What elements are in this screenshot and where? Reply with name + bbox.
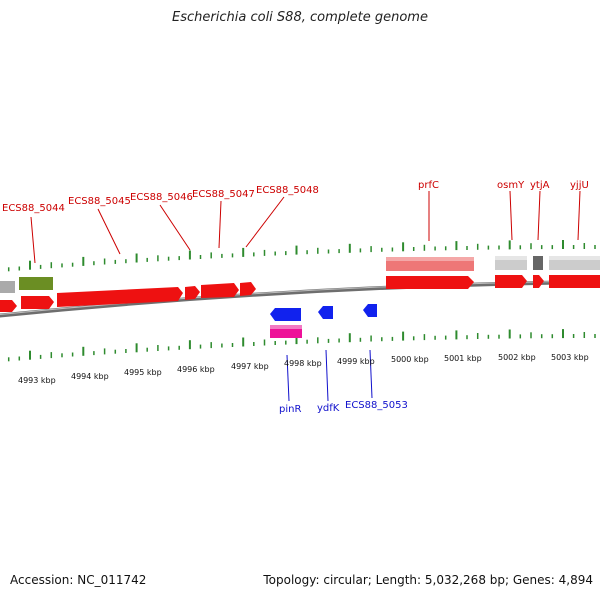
leader-line-ydfk: [325, 349, 329, 402]
feature-cds-ydfk[interactable]: [318, 306, 333, 319]
scale-label-4998: 4998 kbp: [284, 359, 322, 368]
scale-label-5002: 5002 kbp: [498, 353, 536, 362]
gene-label-yjju[interactable]: yjjU: [570, 180, 589, 191]
scale-label-4996: 4996 kbp: [177, 365, 215, 374]
accession-text: Accession: NC_011742: [10, 573, 147, 587]
gene-label-ecs88-5053[interactable]: ECS88_5053: [345, 400, 408, 411]
gene-label-ecs88-5044[interactable]: ECS88_5044: [2, 203, 65, 214]
genome-summary-text: Topology: circular; Length: 5,032,268 bp…: [263, 573, 593, 587]
feature-cds-osmy[interactable]: [495, 275, 527, 288]
feature-cds-pinr[interactable]: [270, 308, 301, 321]
leader-line-ecs88-5048: [245, 196, 285, 248]
scale-label-5001: 5001 kbp: [444, 354, 482, 363]
feature-cds-yjju[interactable]: [549, 275, 600, 288]
gene-label-ecs88-5045[interactable]: ECS88_5045: [68, 196, 131, 207]
leader-line-ecs88-5046: [159, 204, 191, 251]
feature-cds-left-edge[interactable]: [0, 300, 17, 312]
gene-label-ydfk[interactable]: ydfK: [317, 403, 340, 414]
scale-label-4997: 4997 kbp: [231, 362, 269, 371]
feature-cds-ecs88-5047[interactable]: [201, 283, 239, 298]
feature-cds-ecs88-5044[interactable]: [21, 296, 54, 309]
leader-line-ecs88-5045: [97, 208, 121, 255]
gene-label-ecs88-5046[interactable]: ECS88_5046: [130, 192, 193, 203]
leader-line-ecs88-5047: [218, 200, 222, 249]
scale-label-5000: 5000 kbp: [391, 355, 429, 364]
feature-cds-prfc[interactable]: [386, 276, 474, 289]
map-title: Escherichia coli S88, complete genome: [172, 10, 428, 25]
upper-ruler-ticks: [7, 240, 596, 272]
scale-label-4993: 4993 kbp: [18, 376, 56, 385]
gene-label-ecs88-5047[interactable]: ECS88_5047: [192, 189, 255, 200]
gene-label-ecs88-5048[interactable]: ECS88_5048: [256, 185, 319, 196]
feature-gene-pinr-shine: [270, 325, 302, 329]
leader-line-ytja: [537, 190, 541, 241]
leader-line-yjju: [577, 190, 581, 241]
gene-label-osmy[interactable]: osmY: [497, 180, 525, 191]
feature-gene-prfc-shine: [386, 257, 474, 261]
leader-line-ecs88-5053: [369, 349, 373, 399]
feature-cds-ecs88-5048[interactable]: [240, 282, 256, 296]
leader-line-osmy: [509, 190, 513, 241]
feature-trna-green[interactable]: [19, 277, 53, 290]
scale-label-5003: 5003 kbp: [551, 353, 589, 362]
scale-label-4994: 4994 kbp: [71, 372, 109, 381]
gene-label-ytja[interactable]: ytjA: [530, 180, 550, 191]
feature-cds-ytja[interactable]: [533, 275, 544, 288]
leader-line-pinr: [286, 354, 290, 402]
feature-gene-osmy-shine: [495, 256, 527, 260]
gene-label-pinr[interactable]: pinR: [279, 404, 301, 415]
feature-cds-ecs88-5045[interactable]: [57, 287, 183, 307]
scale-label-4995: 4995 kbp: [124, 368, 162, 377]
feature-gene-ytja[interactable]: [533, 256, 543, 270]
feature-gene-left-gray[interactable]: [0, 281, 15, 293]
feature-cds-ecs88-5053[interactable]: [363, 304, 377, 317]
leader-line-ecs88-5044: [30, 216, 36, 264]
feature-gene-yjju-shine: [549, 256, 600, 260]
scale-label-4999: 4999 kbp: [337, 357, 375, 366]
gene-label-prfc[interactable]: prfC: [418, 180, 439, 191]
feature-cds-ecs88-5046[interactable]: [185, 286, 200, 300]
